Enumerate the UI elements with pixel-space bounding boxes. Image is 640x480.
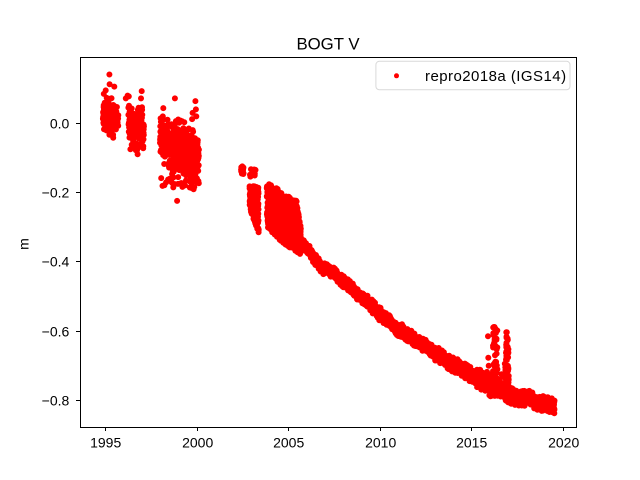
svg-text:−0.4: −0.4 [42, 254, 70, 270]
svg-text:m: m [16, 238, 32, 250]
svg-text:1995: 1995 [90, 435, 121, 451]
svg-text:0.0: 0.0 [50, 116, 70, 132]
svg-text:2020: 2020 [548, 435, 579, 451]
svg-text:repro2018a (IGS14): repro2018a (IGS14) [425, 68, 567, 85]
svg-text:−0.6: −0.6 [42, 324, 70, 340]
svg-text:2005: 2005 [273, 435, 304, 451]
svg-text:−0.2: −0.2 [42, 185, 70, 201]
svg-text:2010: 2010 [365, 435, 396, 451]
svg-text:BOGT V: BOGT V [296, 34, 360, 53]
svg-text:2015: 2015 [456, 435, 487, 451]
svg-text:−0.8: −0.8 [42, 393, 70, 409]
svg-text:2000: 2000 [182, 435, 213, 451]
